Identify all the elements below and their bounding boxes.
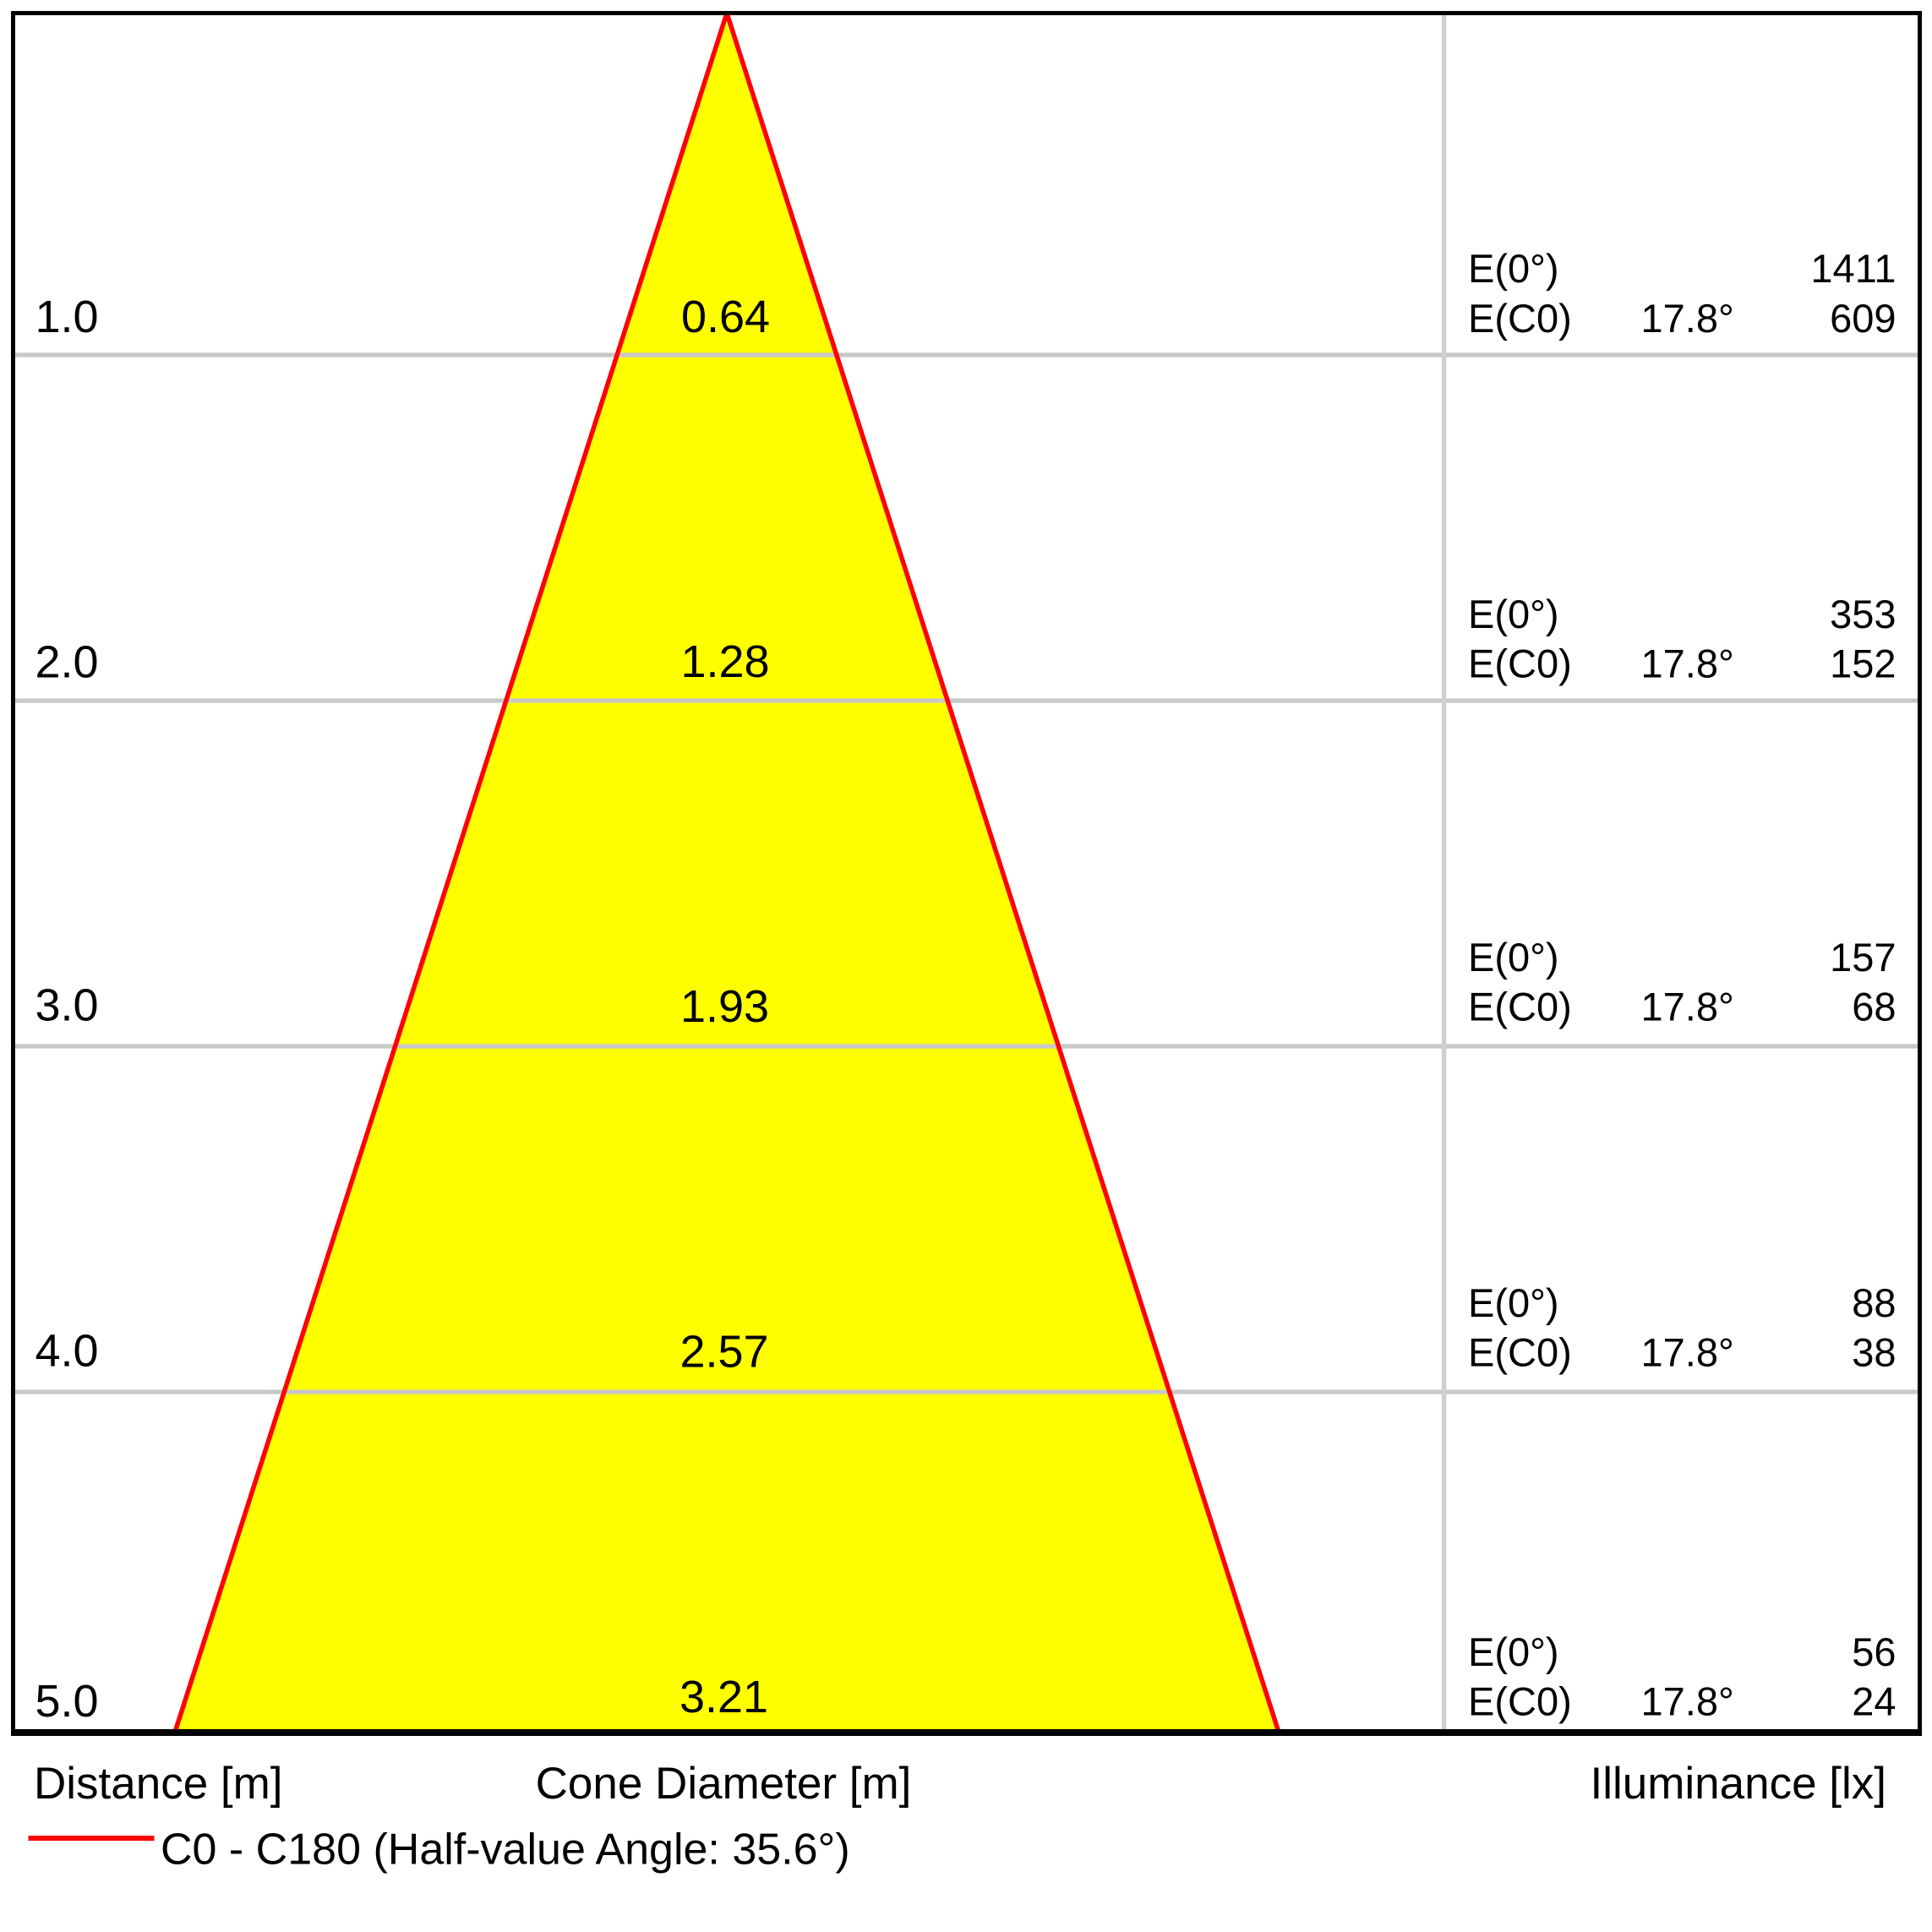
svg-text:C0 - C180 (Half-value Angle: 3: C0 - C180 (Half-value Angle: 35.6°) <box>161 1826 850 1875</box>
svg-text:152: 152 <box>1830 641 1896 686</box>
svg-text:17.8°: 17.8° <box>1641 1679 1734 1724</box>
svg-text:Illuminance [lx]: Illuminance [lx] <box>1590 1759 1886 1809</box>
svg-text:0.64: 0.64 <box>681 292 770 342</box>
svg-text:17.8°: 17.8° <box>1641 985 1734 1029</box>
svg-text:353: 353 <box>1830 592 1896 636</box>
svg-text:E(C0): E(C0) <box>1468 641 1572 686</box>
svg-text:E(C0): E(C0) <box>1468 1330 1572 1375</box>
svg-text:17.8°: 17.8° <box>1641 296 1734 341</box>
svg-text:56: 56 <box>1852 1629 1896 1674</box>
svg-text:1.0: 1.0 <box>35 292 99 342</box>
svg-text:609: 609 <box>1830 296 1896 341</box>
svg-text:5.0: 5.0 <box>35 1676 99 1727</box>
svg-text:1.93: 1.93 <box>680 981 769 1032</box>
svg-text:1411: 1411 <box>1810 246 1896 291</box>
svg-text:E(0°): E(0°) <box>1468 1280 1559 1325</box>
svg-text:68: 68 <box>1852 985 1896 1029</box>
svg-text:2.0: 2.0 <box>35 637 99 688</box>
svg-text:E(0°): E(0°) <box>1468 246 1559 291</box>
svg-text:Cone Diameter [m]: Cone Diameter [m] <box>536 1759 912 1809</box>
svg-text:2.57: 2.57 <box>679 1327 768 1378</box>
svg-text:E(C0): E(C0) <box>1468 1679 1572 1724</box>
svg-text:E(0°): E(0°) <box>1468 1629 1559 1674</box>
svg-text:24: 24 <box>1852 1679 1896 1724</box>
svg-text:3.0: 3.0 <box>35 980 99 1031</box>
svg-text:157: 157 <box>1830 935 1896 980</box>
svg-text:E(0°): E(0°) <box>1468 592 1559 636</box>
svg-text:88: 88 <box>1852 1280 1896 1325</box>
svg-text:Distance [m]: Distance [m] <box>34 1759 283 1809</box>
svg-text:17.8°: 17.8° <box>1641 641 1734 686</box>
svg-text:E(C0): E(C0) <box>1468 296 1572 341</box>
svg-text:38: 38 <box>1852 1330 1896 1375</box>
svg-text:1.28: 1.28 <box>680 636 769 687</box>
svg-text:17.8°: 17.8° <box>1641 1330 1734 1375</box>
svg-text:E(C0): E(C0) <box>1468 985 1572 1029</box>
svg-text:E(0°): E(0°) <box>1468 935 1559 980</box>
svg-text:4.0: 4.0 <box>35 1326 99 1377</box>
svg-text:3.21: 3.21 <box>679 1672 768 1722</box>
